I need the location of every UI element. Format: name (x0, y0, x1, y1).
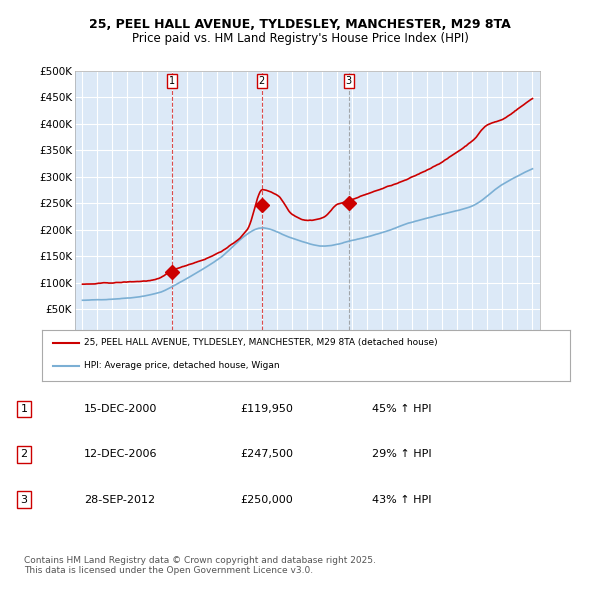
Text: Price paid vs. HM Land Registry's House Price Index (HPI): Price paid vs. HM Land Registry's House … (131, 32, 469, 45)
Text: £119,950: £119,950 (240, 404, 293, 414)
Text: 29% ↑ HPI: 29% ↑ HPI (372, 450, 431, 459)
Text: 1: 1 (169, 76, 175, 86)
Text: 3: 3 (346, 76, 352, 86)
Text: 2: 2 (20, 450, 28, 459)
Text: 25, PEEL HALL AVENUE, TYLDESLEY, MANCHESTER, M29 8TA: 25, PEEL HALL AVENUE, TYLDESLEY, MANCHES… (89, 18, 511, 31)
Text: 25, PEEL HALL AVENUE, TYLDESLEY, MANCHESTER, M29 8TA (detached house): 25, PEEL HALL AVENUE, TYLDESLEY, MANCHES… (84, 339, 438, 348)
Text: 1: 1 (20, 404, 28, 414)
Text: 12-DEC-2006: 12-DEC-2006 (84, 450, 157, 459)
Text: £247,500: £247,500 (240, 450, 293, 459)
Text: HPI: Average price, detached house, Wigan: HPI: Average price, detached house, Wiga… (84, 361, 280, 370)
Text: £250,000: £250,000 (240, 494, 293, 504)
Text: 2: 2 (259, 76, 265, 86)
Text: Contains HM Land Registry data © Crown copyright and database right 2025.
This d: Contains HM Land Registry data © Crown c… (24, 556, 376, 575)
Text: 28-SEP-2012: 28-SEP-2012 (84, 494, 155, 504)
Text: 3: 3 (20, 494, 28, 504)
Text: 45% ↑ HPI: 45% ↑ HPI (372, 404, 431, 414)
Text: 43% ↑ HPI: 43% ↑ HPI (372, 494, 431, 504)
Text: 15-DEC-2000: 15-DEC-2000 (84, 404, 157, 414)
